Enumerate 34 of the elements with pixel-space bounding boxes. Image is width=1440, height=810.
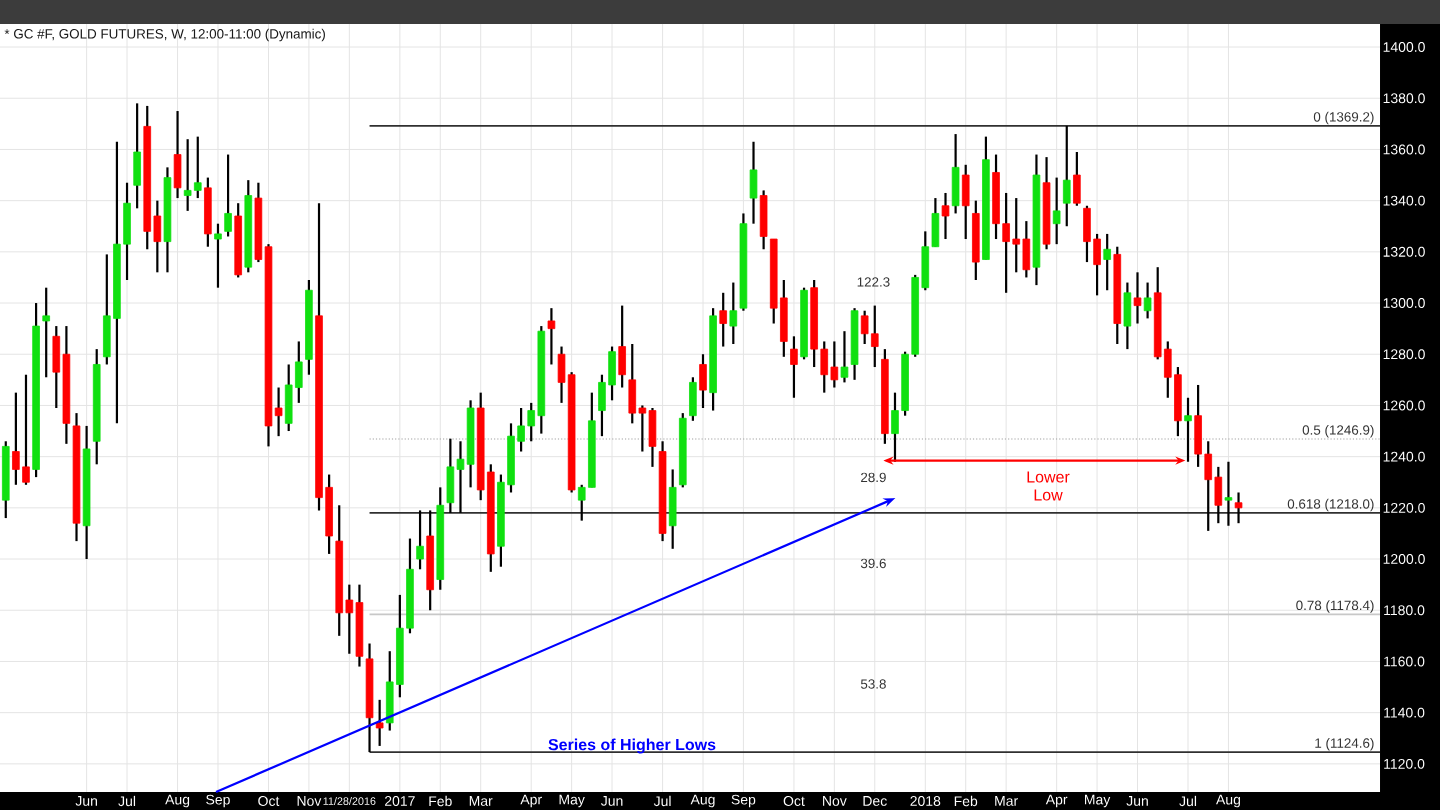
candlestick — [729, 281, 738, 346]
candlestick — [840, 330, 849, 384]
candlestick — [689, 376, 697, 422]
candlestick — [1234, 491, 1243, 525]
candlestick — [173, 109, 182, 200]
candlestick — [1052, 176, 1061, 246]
candlestick — [668, 468, 677, 550]
candlestick — [719, 291, 727, 348]
candlestick — [1103, 232, 1111, 292]
candlestick — [941, 191, 950, 241]
candlestick — [749, 140, 758, 225]
candlestick — [1133, 271, 1142, 325]
candlestick — [790, 335, 798, 399]
candlestick — [214, 222, 222, 289]
candlestick — [1123, 281, 1132, 351]
candlestick — [618, 304, 626, 389]
candlestick — [1224, 460, 1233, 527]
candlestick — [204, 176, 212, 248]
candlestick — [961, 163, 970, 241]
annotation: Series of Higher Lows — [548, 738, 716, 754]
candlestick — [1073, 150, 1081, 207]
candlestick — [699, 353, 707, 410]
candlestick — [42, 286, 50, 379]
candlestick — [759, 189, 768, 251]
candlestick — [1062, 124, 1071, 228]
candlestick — [375, 698, 384, 748]
candlestick — [224, 153, 232, 238]
candlestick — [1184, 396, 1192, 463]
candlestick — [951, 132, 960, 215]
annotation: Lower Low — [1027, 471, 1070, 501]
candlestick — [547, 307, 556, 366]
candlestick — [1143, 281, 1152, 320]
candlestick — [133, 102, 141, 210]
candlestick — [416, 509, 424, 571]
